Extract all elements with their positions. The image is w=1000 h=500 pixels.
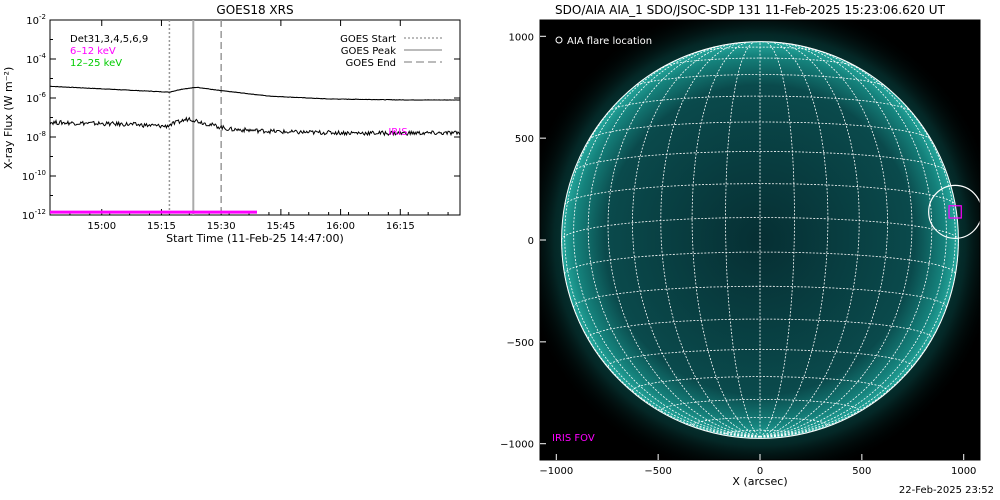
goes-x-tick-label: 16:15 <box>386 221 415 232</box>
goes-y-tick-label: 10-8 <box>26 130 46 144</box>
goes-legend-entry: 12–25 keV <box>70 58 122 69</box>
aia-y-tick-label: 0 <box>528 236 534 247</box>
goes-flare-markers <box>168 20 222 215</box>
grid-longitude-line <box>759 42 888 438</box>
goes-legend-entry: 6–12 keV <box>70 46 116 57</box>
grid-latitude-line <box>573 151 947 172</box>
grid-longitude-line <box>632 42 761 438</box>
aia-x-tick-label: 500 <box>852 466 871 477</box>
goes-y-tick-label: 10-6 <box>26 91 46 105</box>
goes-y-axis-label: X-ray Flux (W m⁻²) <box>2 67 15 169</box>
grid-latitude-line <box>662 57 858 68</box>
goes-legend-time-label: GOES Peak <box>341 46 396 57</box>
grid-longitude-line <box>607 43 761 438</box>
grid-longitude-line <box>759 52 947 438</box>
goes-y-tick-label: 10-4 <box>26 52 46 66</box>
goes-x-tick-label: 16:00 <box>326 221 355 232</box>
goes-x-tick-label: 15:00 <box>87 221 116 232</box>
goes-x-tick-label: 15:15 <box>147 221 176 232</box>
solar-limb <box>561 41 959 439</box>
grid-latitude-line <box>725 429 795 435</box>
grid-longitude-line <box>759 77 956 438</box>
goes-x-tick-label: 15:30 <box>207 221 236 232</box>
aia-y-tick-label: 500 <box>515 134 534 145</box>
goes-legend-time-label: GOES Start <box>340 34 396 45</box>
aia-y-tick-label: −1000 <box>500 440 534 451</box>
grid-longitude-line <box>573 52 761 438</box>
legend-circle-icon <box>555 36 563 44</box>
goes-y-tick-label: 10-12 <box>22 208 46 222</box>
goes-x-axis-label: Start Time (11-Feb-25 14:47:00) <box>166 232 344 245</box>
aia-x-axis: −1000 −500 0 500 1000 <box>539 454 976 477</box>
goes-chart-title: GOES18 XRS <box>216 3 293 17</box>
goes-series <box>49 85 461 137</box>
grid-longitude-line <box>759 41 829 438</box>
flare-location-circle <box>928 184 980 239</box>
grid-latitude-line <box>564 251 956 275</box>
aia-y-tick-label: 1000 <box>509 32 534 43</box>
aia-y-axis: 1000 500 0 −500 −1000 <box>500 32 546 451</box>
grid-longitude-line <box>759 43 913 438</box>
aia-x-tick-label: −1000 <box>539 466 573 477</box>
iris-fov-label: IRIS FOV <box>552 433 595 444</box>
aia-x-tick-label: 0 <box>757 466 763 477</box>
aia-legend-text: AIA flare location <box>567 36 652 47</box>
goes-series-line-long <box>50 85 460 101</box>
goes-y-tick-label: 10-10 <box>22 169 46 183</box>
goes-legend-entry: Det31,3,4,5,6,9 <box>70 34 148 45</box>
goes-x-tick-label: 15:45 <box>266 221 295 232</box>
goes-series-line-short <box>49 116 461 137</box>
aia-chart-title: SDO/AIA AIA_1 SDO/JSOC-SDP 131 11-Feb-20… <box>555 3 946 17</box>
grid-latitude-line <box>564 183 956 205</box>
grid-latitude-line <box>561 217 959 241</box>
grid-longitude-line <box>587 46 761 438</box>
aia-image-panel: SDO/AIA AIA_1 SDO/JSOC-SDP 131 11-Feb-20… <box>500 3 981 488</box>
aia-y-tick-label: −500 <box>507 338 534 349</box>
grid-longitude-line <box>564 77 761 438</box>
goes-legend-time-label: GOES End <box>346 58 396 69</box>
grid-longitude-line <box>691 41 761 438</box>
aia-x-tick-label: 1000 <box>951 466 976 477</box>
goes-y-tick-label: 10-2 <box>26 13 46 27</box>
aia-x-axis-label: X (arcsec) <box>732 475 787 488</box>
grid-longitude-line <box>725 41 761 438</box>
iris-fov-box <box>948 205 962 219</box>
footer-timestamp: 22-Feb-2025 23:52 <box>898 485 994 496</box>
grid-longitude-line <box>759 41 795 438</box>
goes-iris-label: IRIS <box>388 127 407 138</box>
grid-longitude-line <box>759 46 933 438</box>
goes-xrs-chart: GOES18 XRS 10-2 10-4 10-6 10-8 10-10 10-12 15… <box>2 3 461 245</box>
aia-x-tick-label: −500 <box>644 466 671 477</box>
